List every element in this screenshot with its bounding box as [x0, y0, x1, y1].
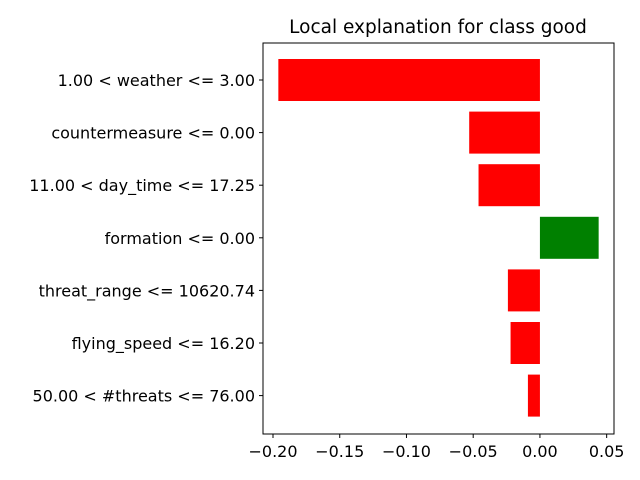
- bar: [539, 216, 599, 259]
- bars-layer: [278, 59, 599, 417]
- x-tick-label: −0.20: [248, 442, 297, 461]
- bar: [469, 111, 540, 154]
- chart-title: Local explanation for class good: [289, 17, 587, 38]
- x-tick-label: −0.05: [449, 442, 498, 461]
- bar: [278, 59, 540, 101]
- bar: [507, 269, 540, 312]
- bar: [478, 164, 540, 207]
- x-tick-layer: −0.20 −0.15 −0.10 −0.05 0.00 0.05: [248, 434, 624, 461]
- x-tick-label: −0.10: [382, 442, 431, 461]
- y-tick-label: threat_range <= 10620.74: [39, 281, 255, 301]
- bar: [510, 322, 540, 364]
- x-tick-label: 0.00: [522, 442, 558, 461]
- x-tick-label: 0.05: [589, 442, 625, 461]
- plot-frame: [262, 42, 615, 435]
- y-tick-label: 11.00 < day_time <= 17.25: [29, 176, 255, 196]
- y-tick-label: flying_speed <= 16.20: [72, 334, 255, 354]
- y-tick-label: 1.00 < weather <= 3.00: [58, 71, 255, 90]
- bar: [527, 374, 540, 417]
- y-tick-label: formation <= 0.00: [105, 229, 255, 248]
- y-tick-label: countermeasure <= 0.00: [51, 124, 255, 143]
- x-tick-label: −0.15: [315, 442, 364, 461]
- y-tick-layer: 1.00 < weather <= 3.00 countermeasure <= …: [29, 71, 263, 406]
- y-tick-label: 50.00 < #threats <= 76.00: [33, 387, 255, 406]
